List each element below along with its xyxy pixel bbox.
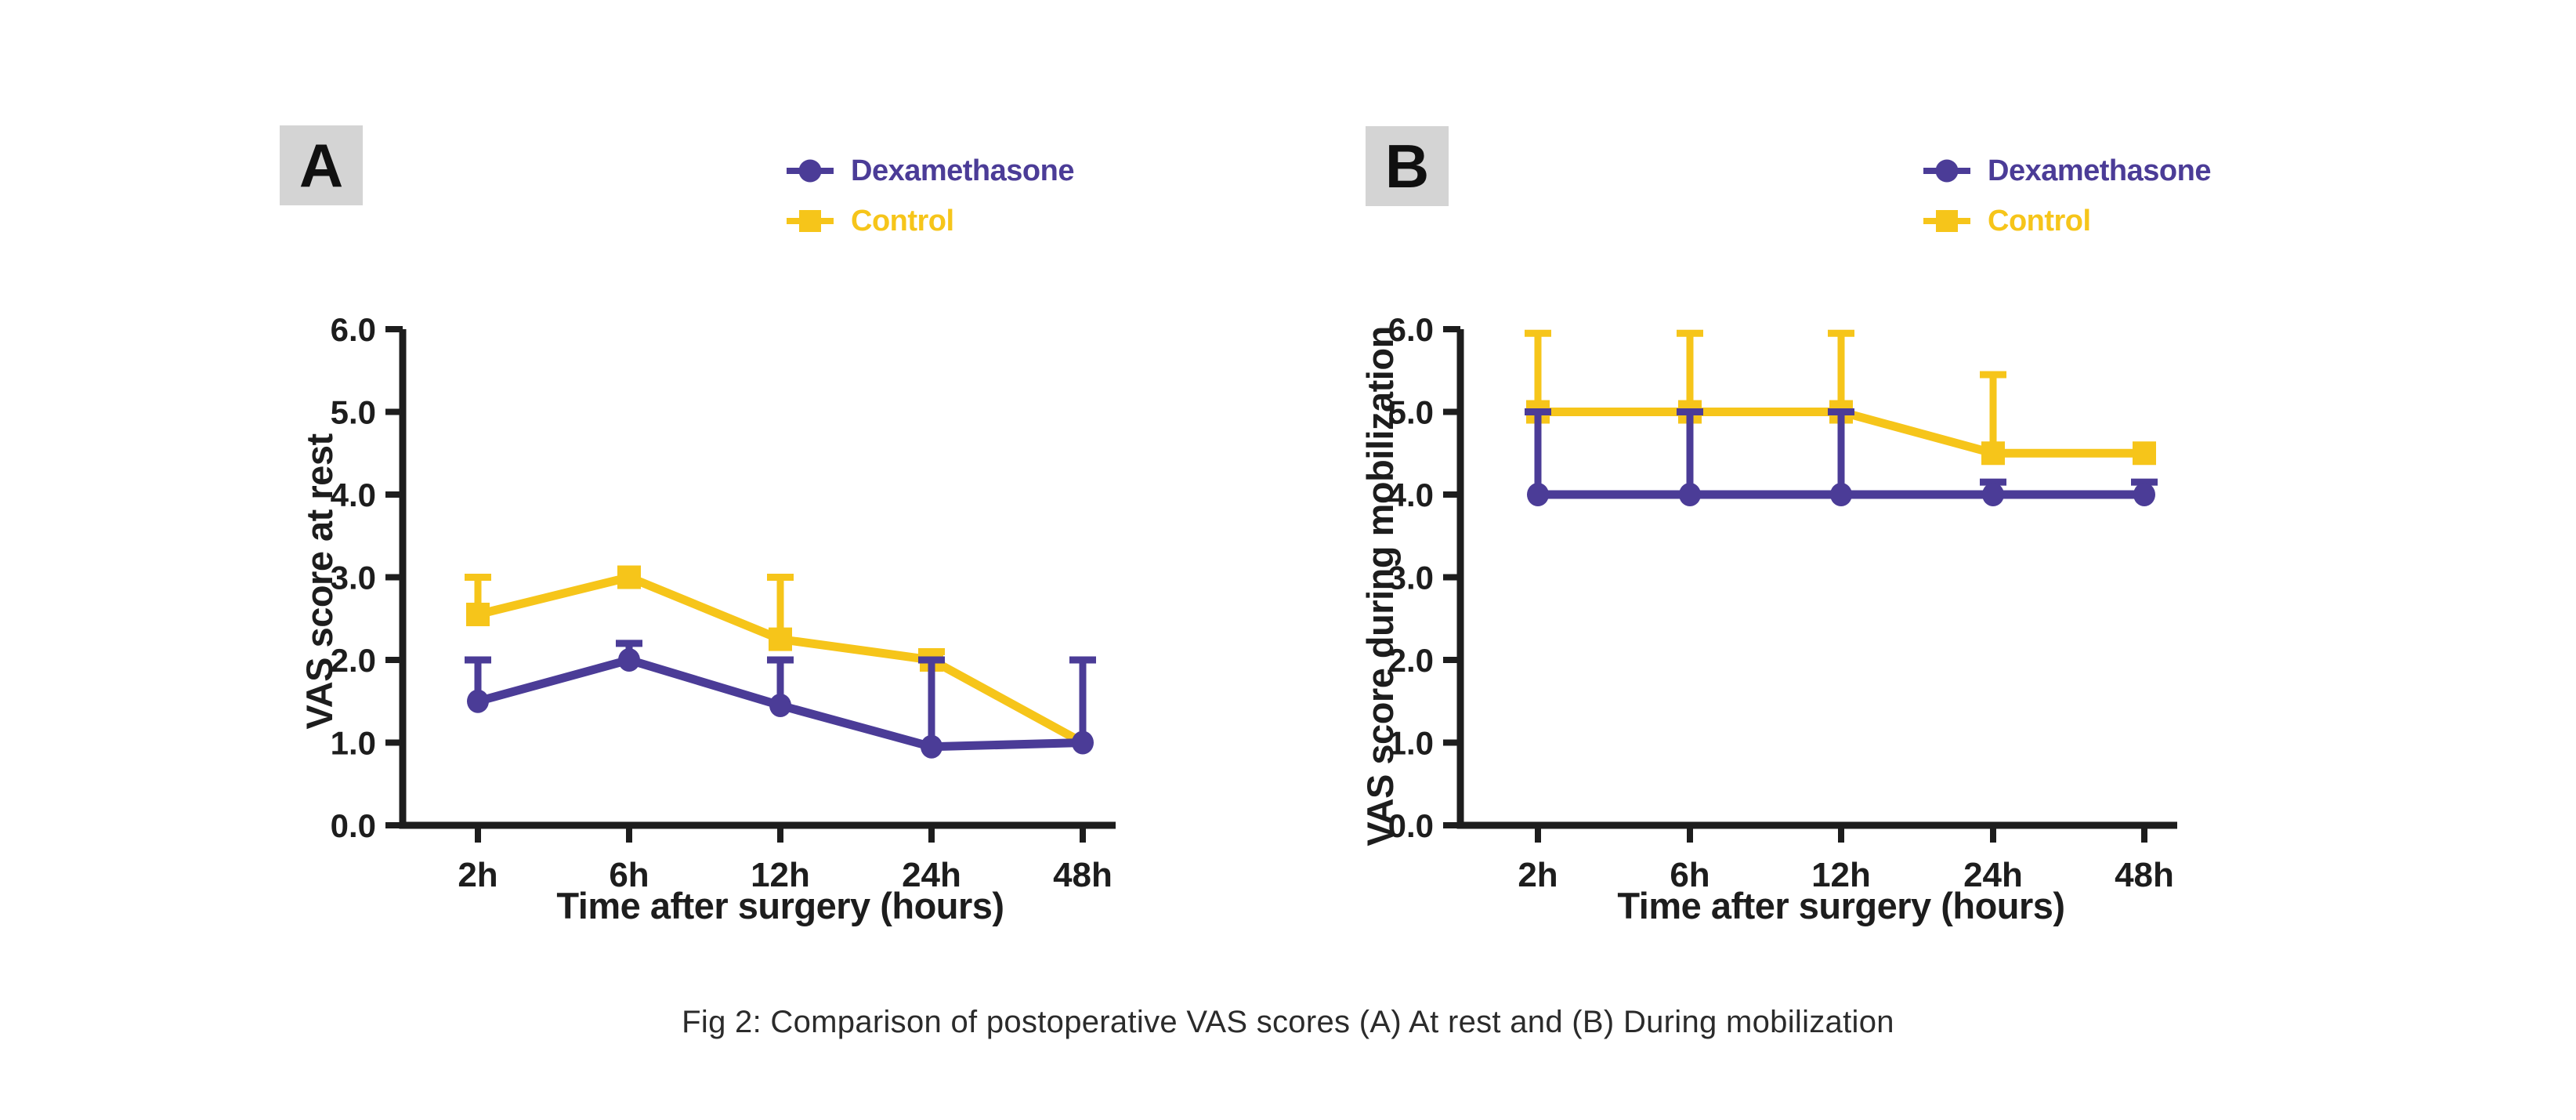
legend-panel-a: Dexamethasone Control — [787, 151, 1074, 241]
circle-marker-icon — [787, 158, 834, 184]
data-point-marker — [618, 648, 640, 672]
panel-b-label: B — [1366, 126, 1449, 206]
y-tick-label: 5.0 — [1388, 394, 1434, 431]
square-marker-icon — [787, 208, 834, 234]
data-point-marker — [1072, 730, 1094, 755]
y-tick-label: 2.0 — [1388, 642, 1434, 679]
square-marker-icon — [1923, 208, 1970, 234]
legend-label: Dexamethasone — [1988, 154, 2211, 187]
panel-b-chart: 0.0 1.0 2.0 3.0 4.0 5.0 6.0 2h 6h 12h 24h 48h — [1388, 311, 2177, 894]
x-tick-label: 2h — [1518, 856, 1558, 894]
legend-label: Control — [851, 204, 954, 237]
circle-marker-icon — [1923, 158, 1970, 184]
x-tick-label: 12h — [1811, 856, 1871, 894]
x-axis-title-panel-b: Time after surgery (hours) — [1617, 885, 2065, 926]
data-point-marker — [1981, 441, 2005, 466]
y-tick-label: 4.0 — [331, 477, 376, 513]
data-point-marker — [467, 689, 489, 713]
x-axis-title-panel-a: Time after surgery (hours) — [556, 885, 1004, 926]
data-point-marker — [921, 734, 942, 759]
data-point-marker — [1679, 483, 1701, 506]
legend-item-dexamethasone: Dexamethasone — [1923, 151, 2211, 190]
y-tick-label: 2.0 — [331, 642, 376, 679]
x-tick-label: 24h — [1963, 856, 2023, 894]
data-point-marker — [617, 565, 641, 589]
axes: 0.0 1.0 2.0 3.0 4.0 5.0 6.0 2h 6h 12h 24h 48h — [1388, 311, 2177, 894]
y-tick-label: 6.0 — [331, 311, 376, 348]
series-dexamethasone — [465, 640, 1096, 759]
x-tick-label: 48h — [1053, 856, 1113, 894]
x-tick-label: 48h — [2115, 856, 2174, 894]
y-tick-label: 6.0 — [1388, 311, 1434, 348]
data-point-marker — [1527, 483, 1549, 506]
panel-a-label: A — [280, 125, 363, 205]
legend-panel-b: Dexamethasone Control — [1923, 151, 2211, 241]
data-point-marker — [769, 627, 792, 651]
data-point-marker — [466, 602, 490, 626]
data-point-marker — [2133, 483, 2155, 506]
y-tick-label: 3.0 — [331, 560, 376, 596]
data-point-marker — [769, 694, 791, 718]
data-point-marker — [2133, 441, 2156, 466]
legend-item-control: Control — [1923, 201, 2211, 241]
y-tick-label: 1.0 — [331, 725, 376, 762]
y-tick-label: 5.0 — [331, 394, 376, 431]
legend-label: Control — [1988, 204, 2091, 237]
x-tick-label: 6h — [1670, 856, 1709, 894]
y-tick-label: 0.0 — [331, 807, 376, 844]
y-tick-label: 3.0 — [1388, 560, 1434, 596]
legend-item-control: Control — [787, 201, 1074, 241]
panel-a-chart: 0.0 1.0 2.0 3.0 4.0 5.0 6.0 2h 6h 12h 24h 48h — [331, 311, 1116, 894]
data-point-marker — [1982, 483, 2004, 506]
y-tick-label: 1.0 — [1388, 725, 1434, 762]
y-tick-label: 4.0 — [1388, 477, 1434, 513]
y-tick-label: 0.0 — [1388, 807, 1434, 844]
series-control — [465, 565, 1085, 747]
legend-label: Dexamethasone — [851, 154, 1074, 187]
figure-caption: Fig 2: Comparison of postoperative VAS s… — [682, 1005, 1894, 1039]
legend-item-dexamethasone: Dexamethasone — [787, 151, 1074, 190]
x-tick-label: 24h — [902, 856, 961, 894]
series-dexamethasone — [1525, 408, 2158, 506]
x-tick-label: 6h — [609, 856, 649, 894]
axes: 0.0 1.0 2.0 3.0 4.0 5.0 6.0 2h 6h 12h 24h 48h — [331, 311, 1116, 894]
x-tick-label: 12h — [751, 856, 810, 894]
data-point-marker — [1830, 483, 1852, 506]
x-tick-label: 2h — [458, 856, 497, 894]
